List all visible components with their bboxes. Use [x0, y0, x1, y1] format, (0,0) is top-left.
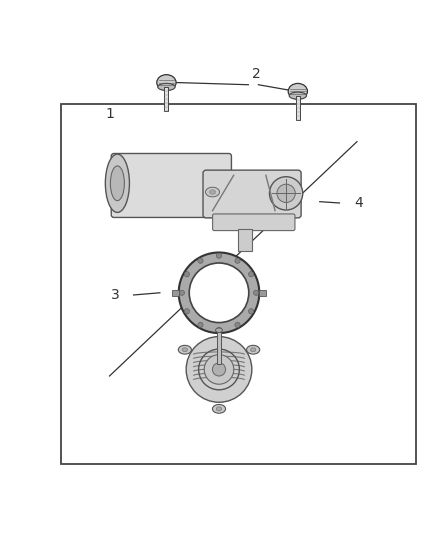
Circle shape	[184, 309, 190, 314]
Ellipse shape	[289, 92, 307, 99]
Ellipse shape	[205, 187, 219, 197]
Ellipse shape	[212, 405, 226, 413]
Circle shape	[189, 263, 249, 322]
Ellipse shape	[279, 190, 285, 194]
Text: 2: 2	[252, 67, 261, 81]
Circle shape	[254, 290, 259, 295]
Ellipse shape	[105, 154, 130, 213]
Bar	[164, 87, 168, 111]
Ellipse shape	[209, 190, 215, 194]
Ellipse shape	[182, 348, 187, 352]
FancyBboxPatch shape	[203, 170, 301, 218]
Bar	[296, 96, 300, 120]
Bar	[217, 332, 221, 364]
Ellipse shape	[158, 83, 175, 91]
Text: 4: 4	[354, 196, 363, 210]
Circle shape	[248, 272, 254, 277]
Text: 3: 3	[111, 288, 120, 302]
FancyBboxPatch shape	[111, 154, 231, 217]
Circle shape	[216, 327, 222, 333]
Circle shape	[269, 177, 303, 210]
Ellipse shape	[216, 407, 222, 411]
Circle shape	[235, 258, 240, 263]
Bar	[172, 290, 179, 296]
Circle shape	[216, 253, 222, 259]
Circle shape	[198, 258, 203, 263]
Ellipse shape	[157, 75, 176, 91]
Bar	[259, 290, 266, 296]
Circle shape	[179, 253, 259, 333]
Ellipse shape	[251, 348, 256, 352]
Circle shape	[277, 184, 295, 203]
Ellipse shape	[178, 345, 191, 354]
Ellipse shape	[247, 345, 260, 354]
Bar	[61, 104, 416, 464]
Ellipse shape	[110, 166, 124, 200]
Circle shape	[204, 354, 234, 384]
FancyBboxPatch shape	[212, 214, 295, 231]
Circle shape	[179, 290, 184, 295]
Circle shape	[212, 363, 226, 376]
Circle shape	[184, 272, 190, 277]
Bar	[238, 229, 252, 251]
Text: 1: 1	[105, 107, 114, 120]
Circle shape	[198, 322, 203, 327]
Ellipse shape	[288, 84, 307, 99]
Ellipse shape	[215, 328, 223, 333]
Circle shape	[248, 309, 254, 314]
Ellipse shape	[275, 187, 289, 197]
Bar	[180, 159, 221, 214]
Circle shape	[235, 322, 240, 327]
Circle shape	[186, 336, 252, 402]
